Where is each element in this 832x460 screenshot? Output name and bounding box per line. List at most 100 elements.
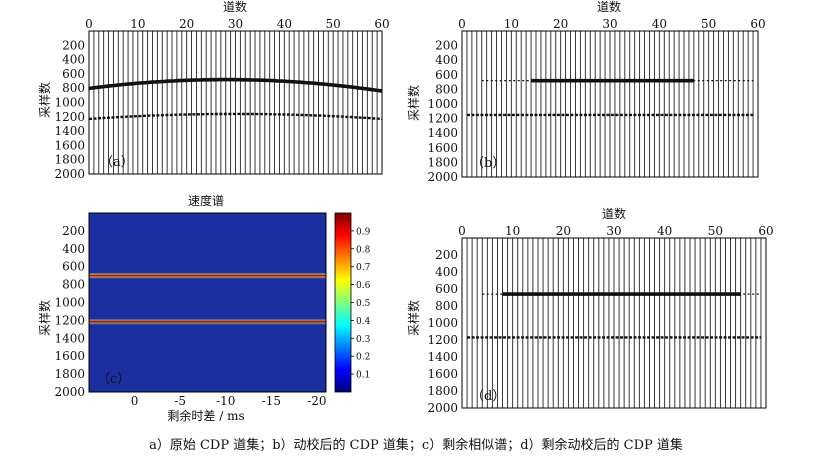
y-tick-label: 1200 (427, 112, 458, 126)
colorbar-tick-label: 0.4 (356, 317, 371, 327)
panel-a-x-ticks: 0 10 20 30 40 50 60 (85, 17, 389, 31)
colorbar (334, 212, 352, 393)
y-tick-label: 1800 (427, 384, 458, 398)
y-tick-label: 1000 (427, 97, 458, 111)
panel-b: 道数 0 10 20 30 40 50 60 20040060080010001200140… (406, 0, 766, 184)
panel-d-events (467, 292, 761, 339)
x-tick-label: 50 (326, 17, 341, 31)
y-tick-label: 600 (435, 68, 458, 82)
panel-c-ylabel: 采样数 (37, 300, 52, 336)
x-tick-label: 10 (505, 224, 520, 238)
panel-d-x-ticks: 0 10 20 30 40 50 60 (458, 224, 773, 238)
y-tick-label: 800 (435, 299, 458, 313)
x-tick-label: 20 (553, 17, 568, 31)
panel-c-background (89, 213, 326, 392)
panel-d-label: （d） (471, 389, 505, 404)
panel-d-y-ticks: 200 400 600 800 1000 1200 1400 1600 1800 2000 (427, 248, 458, 415)
y-tick-label: 200 (62, 38, 85, 52)
y-tick-label: 200 (62, 224, 85, 238)
colorbar-tick-label: 0.6 (356, 281, 371, 291)
x-tick-label: -15 (262, 394, 281, 408)
panel-a-traces (93, 31, 378, 174)
colorbar-tick-label: 0.1 (356, 371, 370, 381)
y-tick-label: 1600 (427, 367, 458, 381)
panel-b-events (466, 78, 754, 117)
y-tick-label: 600 (62, 67, 85, 81)
y-tick-label: 1000 (54, 296, 85, 310)
y-tick-label: 1000 (54, 96, 85, 110)
y-tick-label: 1800 (54, 153, 85, 167)
panel-c-xlabel: 剩余时差 / ms (167, 408, 244, 423)
x-tick-label: 50 (708, 224, 723, 238)
x-tick-label: -5 (174, 394, 186, 408)
y-tick-label: 800 (435, 82, 458, 96)
panel-d-title: 道数 (602, 206, 626, 221)
x-tick-label: 30 (606, 224, 621, 238)
y-tick-label: 1600 (54, 349, 85, 363)
colorbar-ticks: 0.1 0.2 0.3 0.4 0.5 0.6 0.7 0.8 0.9 (351, 227, 371, 381)
y-tick-label: 2000 (427, 401, 458, 415)
x-tick-label: 60 (750, 17, 765, 31)
panel-b-label: （b） (471, 156, 505, 171)
y-tick-label: 2000 (54, 385, 85, 399)
y-tick-label: 400 (62, 242, 85, 256)
panel-d-traces (466, 238, 762, 408)
y-tick-label: 1200 (54, 313, 85, 327)
panel-c-y-ticks: 200 400 600 800 1000 1200 1400 1600 1800 2000 (54, 224, 85, 399)
panel-c-bands (89, 272, 326, 325)
panel-c-title: 速度谱 (188, 193, 224, 208)
heatmap-band (89, 319, 326, 325)
x-tick-label: 30 (228, 17, 243, 31)
y-tick-label: 1200 (427, 333, 458, 347)
panel-d-frame (461, 237, 767, 409)
reflection-event (88, 77, 383, 93)
y-tick-label: 600 (62, 260, 85, 274)
panel-b-ylabel: 采样数 (406, 85, 421, 121)
y-tick-label: 2000 (427, 170, 458, 184)
x-tick-label: -20 (307, 394, 326, 408)
colorbar-tick-label: 0.7 (356, 263, 371, 273)
panel-b-x-ticks: 0 10 20 30 40 50 60 (458, 17, 765, 31)
x-tick-label: 10 (130, 17, 145, 31)
colorbar-tick-label: 0.5 (356, 299, 371, 309)
x-tick-label: 40 (277, 17, 292, 31)
x-tick-label: 0 (85, 17, 93, 31)
panel-a-label: （a） (100, 155, 134, 170)
x-tick-label: 0 (458, 17, 466, 31)
x-tick-label: 40 (657, 224, 672, 238)
reflection-event (88, 112, 383, 121)
y-tick-label: 200 (435, 248, 458, 262)
y-tick-label: 1800 (54, 367, 85, 381)
y-tick-label: 200 (435, 39, 458, 53)
y-tick-label: 800 (62, 81, 85, 95)
x-tick-label: -10 (216, 394, 235, 408)
x-tick-label: 60 (374, 17, 389, 31)
panel-a-title: 道数 (223, 0, 247, 14)
panel-b-traces (466, 31, 754, 177)
panel-a-events (88, 77, 383, 121)
x-tick-label: 0 (458, 224, 466, 238)
panel-c: 速度谱 0 -5 -10 -15 -20 200 400 600 800 1000 1200 140… (37, 193, 371, 423)
y-tick-label: 600 (435, 282, 458, 296)
x-tick-label: 10 (504, 17, 519, 31)
x-tick-label: 20 (179, 17, 194, 31)
panel-b-title: 道数 (597, 0, 621, 14)
y-tick-label: 1400 (54, 124, 85, 138)
panel-d: 道数 0 10 20 30 40 50 60 200 400 600 800 1000 1200 140… (406, 206, 774, 415)
panel-c-label: （c） (97, 372, 130, 387)
x-tick-label: 60 (758, 224, 773, 238)
y-tick-label: 1400 (427, 350, 458, 364)
y-tick-label: 800 (62, 278, 85, 292)
x-tick-label: 0 (131, 394, 139, 408)
x-tick-label: 40 (652, 17, 667, 31)
panel-a-ylabel: 采样数 (37, 82, 52, 118)
x-tick-label: 30 (602, 17, 617, 31)
y-tick-label: 400 (62, 53, 85, 67)
panel-c-x-ticks: 0 -5 -10 -15 -20 (131, 394, 327, 408)
y-tick-label: 1400 (427, 126, 458, 140)
colorbar-tick-label: 0.8 (356, 245, 371, 255)
panel-d-ylabel: 采样数 (406, 300, 421, 336)
panel-a-frame (88, 30, 383, 175)
